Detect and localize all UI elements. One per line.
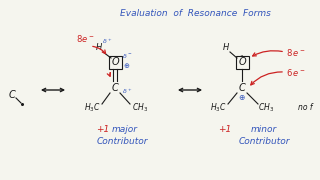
Text: H: H	[96, 44, 102, 53]
Text: $\delta^+$: $\delta^+$	[122, 87, 132, 96]
Text: $\oplus$: $\oplus$	[124, 62, 131, 71]
Text: C: C	[239, 83, 245, 93]
Text: +1: +1	[218, 125, 232, 134]
Text: Contributor: Contributor	[96, 136, 148, 145]
Text: $\oplus$: $\oplus$	[238, 93, 246, 102]
Text: $6\,e^-$: $6\,e^-$	[286, 66, 306, 78]
Text: O: O	[111, 57, 119, 67]
Text: major: major	[112, 125, 138, 134]
Text: $\delta^-$: $\delta^-$	[122, 52, 132, 60]
FancyBboxPatch shape	[236, 55, 249, 69]
Text: $H_3C$: $H_3C$	[84, 102, 100, 114]
Text: $8e^-$: $8e^-$	[76, 33, 94, 44]
Text: $CH_3$: $CH_3$	[132, 102, 148, 114]
Text: $\delta^+$: $\delta^+$	[102, 38, 112, 46]
Text: ..: ..	[240, 48, 244, 57]
Text: $8\,e^-$: $8\,e^-$	[286, 46, 306, 57]
Text: +1: +1	[96, 125, 110, 134]
Text: Contributor: Contributor	[238, 136, 290, 145]
Text: $H_3C$: $H_3C$	[210, 102, 226, 114]
Text: no f: no f	[298, 103, 312, 112]
Text: minor: minor	[251, 125, 277, 134]
Text: C: C	[112, 83, 118, 93]
Text: O: O	[238, 57, 246, 67]
Text: $CH_3$: $CH_3$	[258, 102, 274, 114]
Text: C: C	[9, 90, 15, 100]
Text: Evaluation  of  Resonance  Forms: Evaluation of Resonance Forms	[120, 10, 270, 19]
FancyBboxPatch shape	[108, 55, 122, 69]
Text: H: H	[223, 44, 229, 53]
